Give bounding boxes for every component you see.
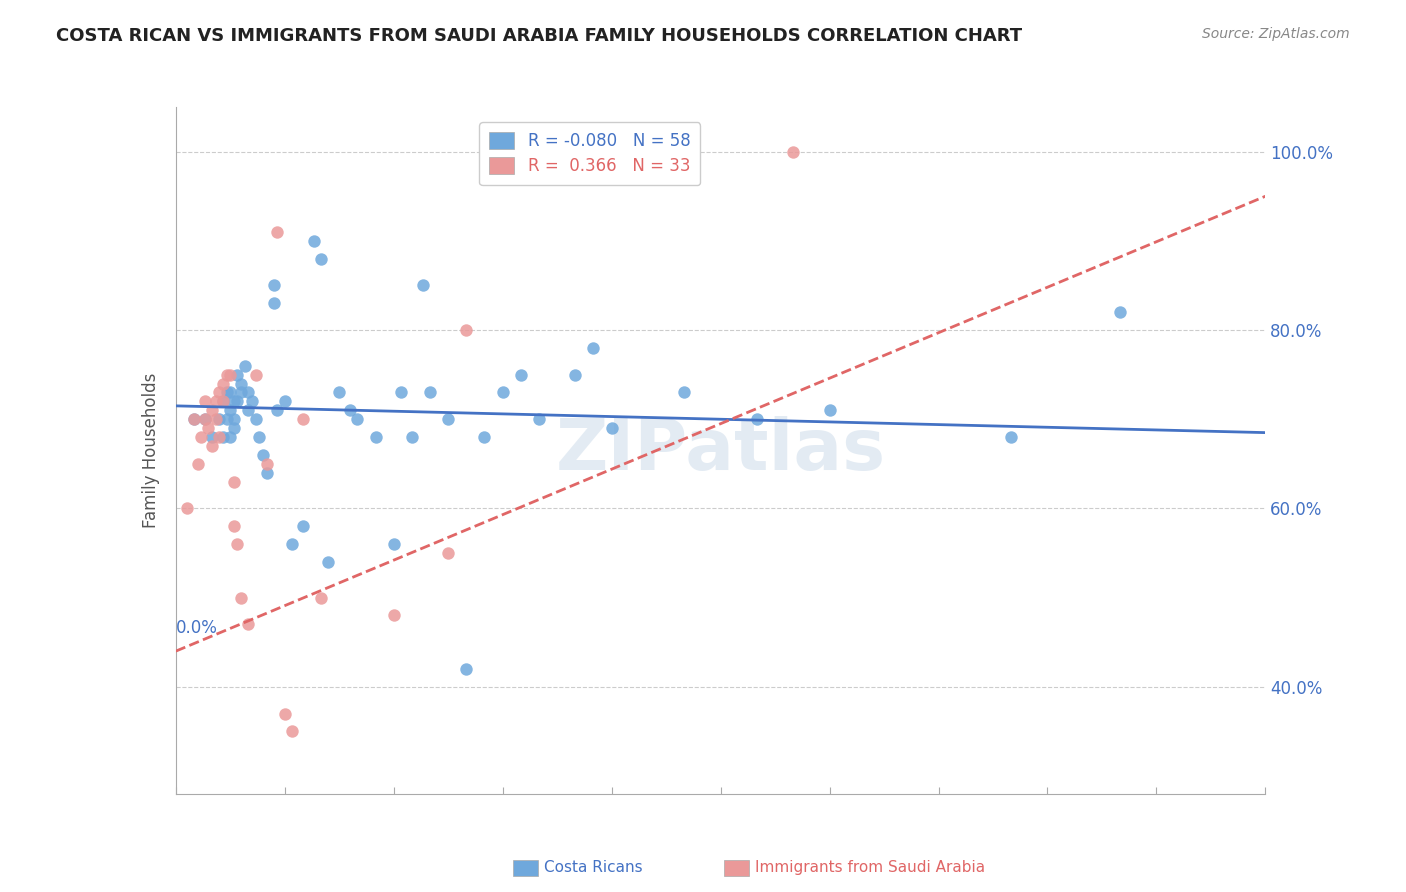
Point bbox=[231, 385, 253, 400]
Point bbox=[222, 421, 245, 435]
Text: Immigrants from Saudi Arabia: Immigrants from Saudi Arabia bbox=[755, 861, 986, 875]
Point bbox=[437, 412, 460, 426]
Point bbox=[309, 252, 332, 266]
Point bbox=[215, 412, 238, 426]
Point bbox=[219, 403, 242, 417]
Point bbox=[346, 412, 368, 426]
Point bbox=[190, 430, 212, 444]
Point bbox=[201, 430, 224, 444]
Point bbox=[302, 234, 325, 248]
Point bbox=[252, 448, 274, 462]
Point bbox=[745, 412, 768, 426]
Point bbox=[509, 368, 531, 382]
Point bbox=[673, 385, 696, 400]
Point bbox=[247, 430, 270, 444]
Point bbox=[389, 385, 412, 400]
Point bbox=[263, 278, 285, 293]
Point bbox=[176, 501, 198, 516]
Point bbox=[412, 278, 434, 293]
Point bbox=[291, 412, 314, 426]
Point bbox=[339, 403, 361, 417]
Point bbox=[226, 394, 249, 409]
Point bbox=[231, 591, 253, 605]
Point bbox=[582, 341, 605, 355]
Point bbox=[183, 412, 205, 426]
Point bbox=[233, 359, 256, 373]
Point bbox=[281, 724, 304, 739]
Point bbox=[226, 537, 249, 551]
Point bbox=[238, 385, 260, 400]
Point bbox=[219, 368, 242, 382]
Point bbox=[527, 412, 550, 426]
Point bbox=[1000, 430, 1022, 444]
Point bbox=[492, 385, 515, 400]
Text: ZIPatlas: ZIPatlas bbox=[555, 416, 886, 485]
Point bbox=[222, 475, 245, 489]
Legend: R = -0.080   N = 58, R =  0.366   N = 33: R = -0.080 N = 58, R = 0.366 N = 33 bbox=[479, 122, 700, 186]
Point bbox=[291, 519, 314, 533]
Point bbox=[256, 466, 278, 480]
Point bbox=[256, 457, 278, 471]
Point bbox=[222, 412, 245, 426]
Point bbox=[183, 412, 205, 426]
Point bbox=[222, 519, 245, 533]
Point bbox=[318, 555, 340, 569]
Point bbox=[382, 537, 405, 551]
Point bbox=[219, 430, 242, 444]
Point bbox=[281, 537, 304, 551]
Point bbox=[208, 430, 231, 444]
Point bbox=[456, 662, 478, 676]
Point bbox=[201, 403, 224, 417]
Point bbox=[194, 412, 217, 426]
Point bbox=[222, 394, 245, 409]
Point bbox=[263, 296, 285, 310]
Point bbox=[266, 403, 288, 417]
Point bbox=[215, 368, 238, 382]
Point bbox=[240, 394, 263, 409]
Point bbox=[231, 376, 253, 391]
Point bbox=[309, 591, 332, 605]
Point bbox=[226, 368, 249, 382]
Text: Costa Ricans: Costa Ricans bbox=[544, 861, 643, 875]
Point bbox=[401, 430, 423, 444]
Point bbox=[245, 368, 267, 382]
Point bbox=[600, 421, 623, 435]
Point bbox=[201, 439, 224, 453]
Point bbox=[474, 430, 496, 444]
Point bbox=[204, 394, 226, 409]
Point bbox=[197, 421, 219, 435]
Point bbox=[245, 412, 267, 426]
Point bbox=[238, 617, 260, 632]
Point bbox=[419, 385, 441, 400]
Point bbox=[219, 385, 242, 400]
Point bbox=[194, 412, 217, 426]
Point bbox=[215, 385, 238, 400]
Point bbox=[208, 385, 231, 400]
Point bbox=[266, 225, 288, 239]
Point bbox=[437, 546, 460, 560]
Y-axis label: Family Households: Family Households bbox=[142, 373, 160, 528]
Point bbox=[194, 394, 217, 409]
Point bbox=[328, 385, 350, 400]
Point bbox=[208, 412, 231, 426]
Point bbox=[238, 403, 260, 417]
Point bbox=[212, 394, 235, 409]
Point bbox=[564, 368, 586, 382]
Point bbox=[364, 430, 387, 444]
Point bbox=[186, 457, 209, 471]
Point bbox=[204, 412, 226, 426]
Point bbox=[274, 394, 297, 409]
Point bbox=[274, 706, 297, 721]
Text: 0.0%: 0.0% bbox=[176, 619, 218, 637]
Point bbox=[212, 430, 235, 444]
Point bbox=[212, 394, 235, 409]
Point bbox=[782, 145, 804, 159]
Point bbox=[818, 403, 841, 417]
Text: Source: ZipAtlas.com: Source: ZipAtlas.com bbox=[1202, 27, 1350, 41]
Point bbox=[382, 608, 405, 623]
Point bbox=[456, 323, 478, 337]
Text: COSTA RICAN VS IMMIGRANTS FROM SAUDI ARABIA FAMILY HOUSEHOLDS CORRELATION CHART: COSTA RICAN VS IMMIGRANTS FROM SAUDI ARA… bbox=[56, 27, 1022, 45]
Point bbox=[1109, 305, 1132, 319]
Point bbox=[212, 376, 235, 391]
